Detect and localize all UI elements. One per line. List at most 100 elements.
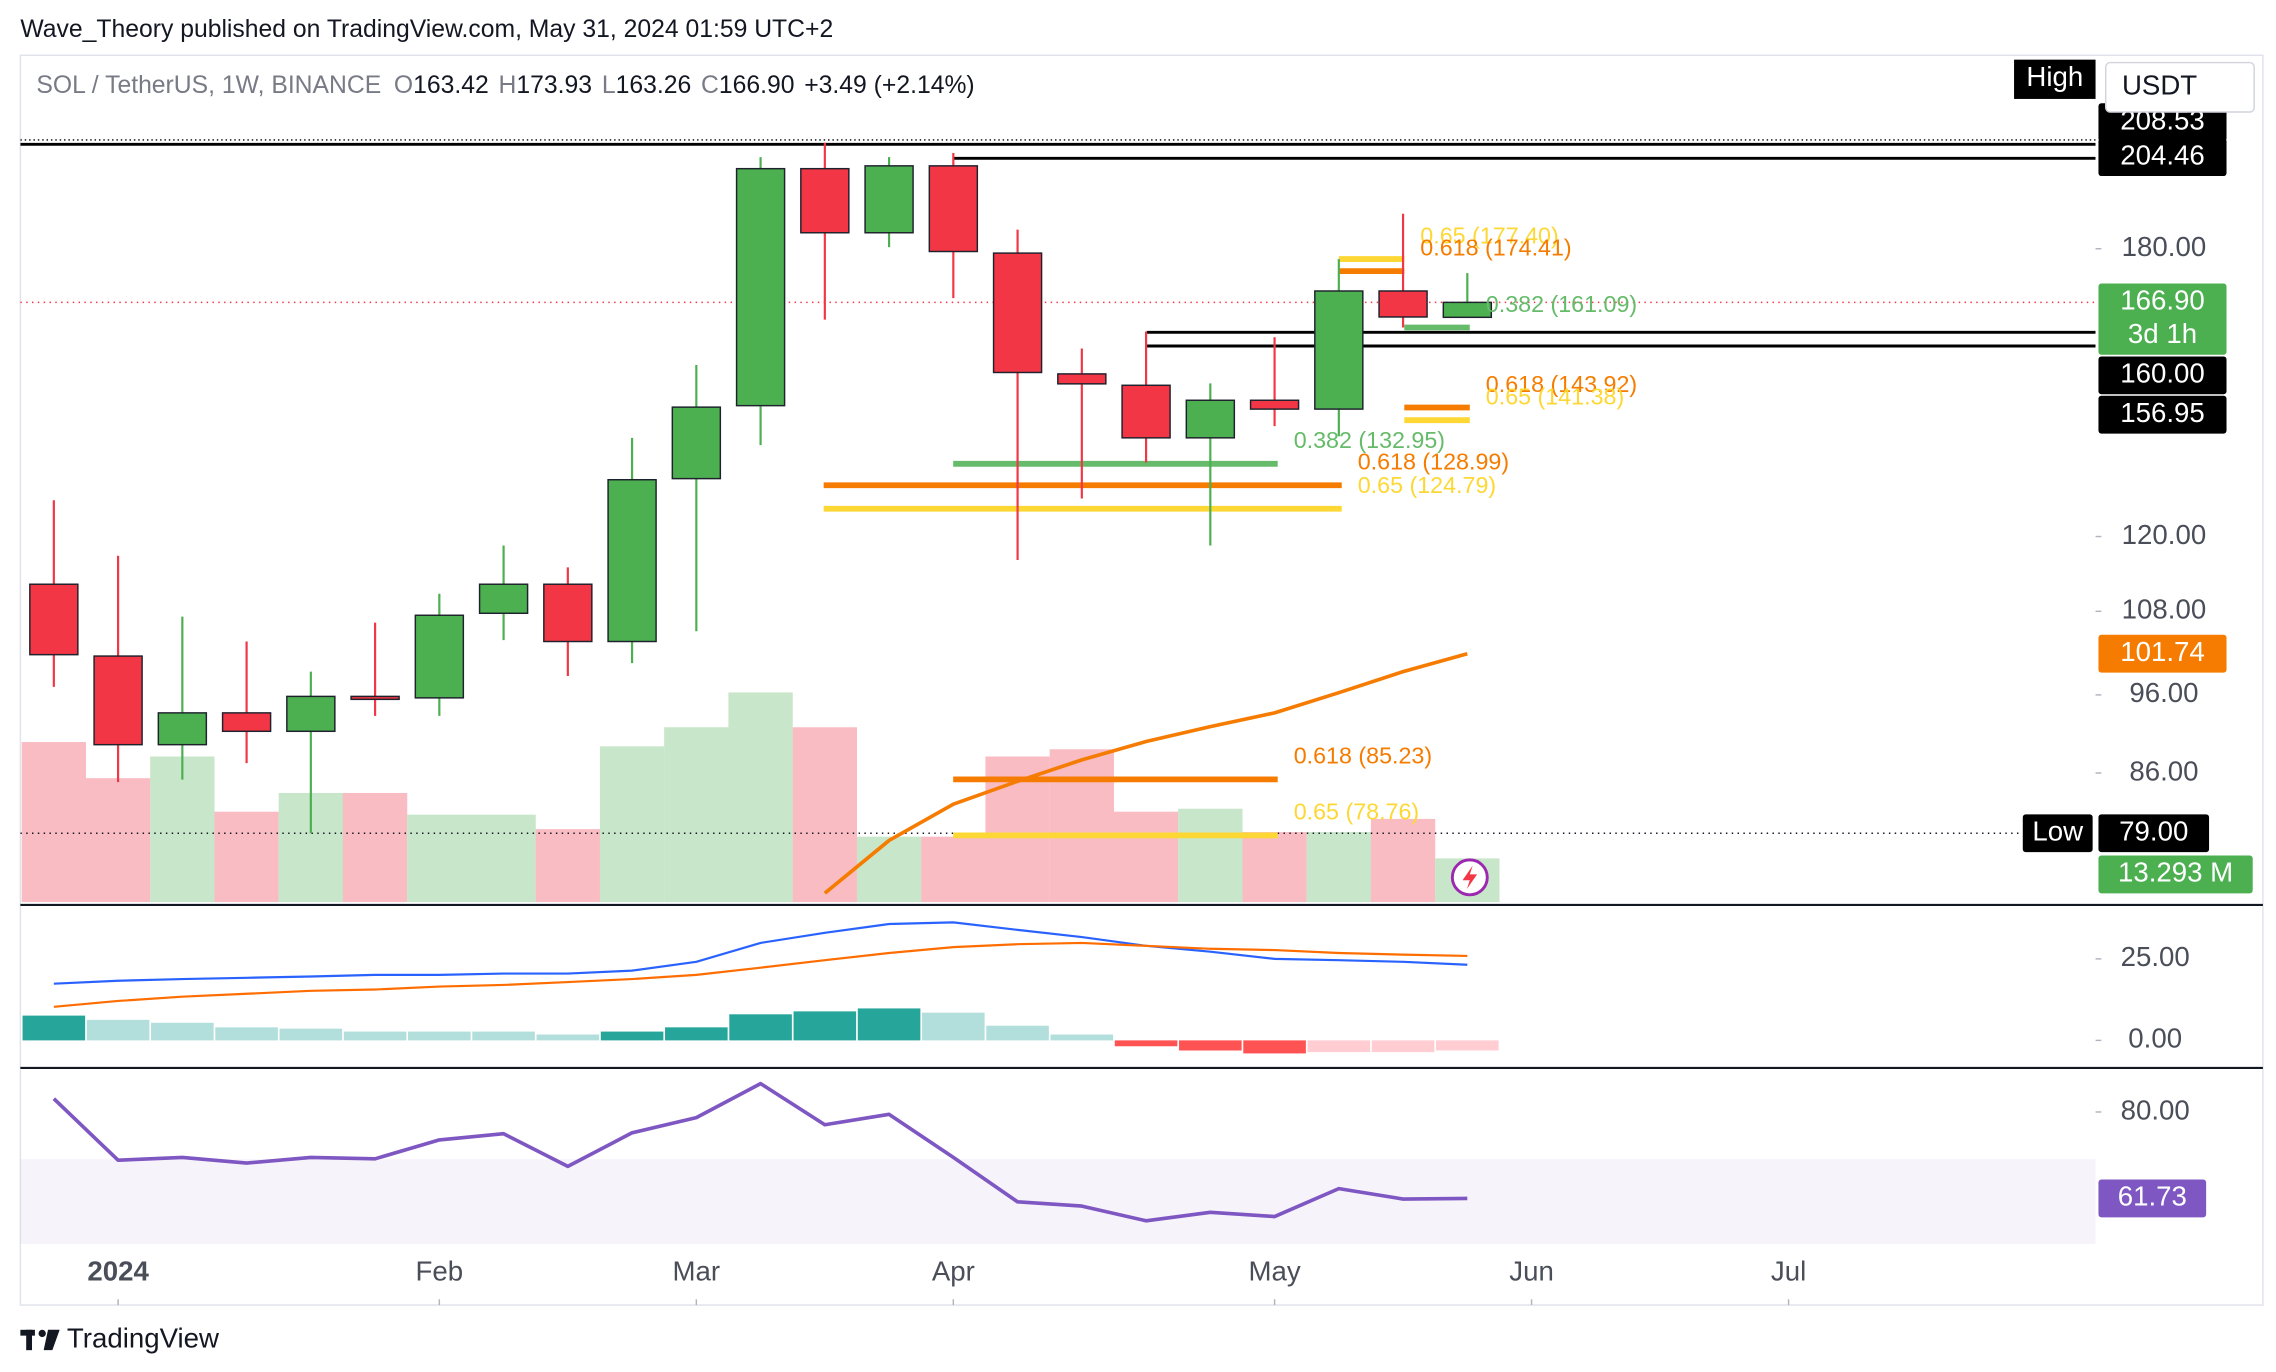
- volume-bar: [407, 814, 472, 903]
- ohlc-letter: O: [394, 71, 413, 98]
- candle-body: [414, 614, 465, 699]
- volume-bar: [728, 692, 793, 903]
- change: +3.49 (+2.14%): [804, 71, 974, 98]
- volume-bar: [664, 727, 729, 903]
- macd-histogram-bar: [343, 1031, 407, 1041]
- candle-body: [1249, 399, 1300, 410]
- brand-logo: [20, 1329, 60, 1351]
- candle-body: [735, 167, 786, 407]
- volume-bar: [85, 778, 151, 903]
- level-tag: 156.95: [2120, 397, 2205, 428]
- macd-histogram-bar: [1307, 1040, 1371, 1053]
- fib-label: 0.65 (124.79): [1358, 472, 1496, 498]
- low-caption: Low: [2032, 816, 2084, 847]
- x-tick-label: May: [1248, 1255, 1300, 1286]
- macd-histogram-bar: [986, 1025, 1049, 1041]
- countdown-tag-bg: [2098, 316, 2227, 355]
- candle-body: [221, 712, 272, 733]
- ema-line: [823, 651, 1468, 895]
- volume-bar: [856, 836, 922, 903]
- candle-body: [1378, 290, 1428, 318]
- volume-bar: [150, 756, 215, 903]
- macd-histogram-bar: [1243, 1040, 1306, 1054]
- rsi-band: [20, 1159, 2096, 1244]
- macd-line: [53, 941, 1468, 1008]
- macd-histogram-bar: [472, 1031, 535, 1041]
- x-tick-label: Apr: [932, 1255, 975, 1286]
- candle-body: [928, 165, 979, 253]
- volume-bar: [1113, 811, 1179, 903]
- volume-bar: [342, 792, 408, 903]
- volume-bar: [214, 811, 279, 903]
- macd-histogram-bar: [857, 1008, 921, 1041]
- y-tick-label: 80.00: [2121, 1094, 2190, 1125]
- currency: USDT: [2122, 70, 2197, 101]
- ohlc-open: 163.42: [413, 71, 489, 98]
- fib-label: 0.382 (132.95): [1294, 427, 1445, 453]
- macd-histogram-bar: [1371, 1040, 1435, 1053]
- macd-histogram-bar: [1179, 1040, 1242, 1051]
- candle-body: [157, 712, 208, 746]
- fib-label: 0.618 (174.41): [1420, 234, 1571, 260]
- level-tag-bg: [2098, 356, 2227, 395]
- macd-histogram-bar: [1114, 1040, 1178, 1047]
- fib-label: 0.618 (85.23): [1294, 743, 1432, 769]
- macd-histogram-bar: [86, 1019, 150, 1041]
- fib-label: 0.618 (143.92): [1486, 371, 1637, 397]
- legend: SOL / TetherUS, 1W, BINANCE O163.42 H173…: [36, 71, 974, 98]
- volume-bar: [599, 746, 665, 903]
- price-pane: [20, 139, 2096, 903]
- volume-bar: [1178, 808, 1243, 903]
- brand: TradingView: [67, 1322, 220, 1353]
- candle-body: [93, 655, 143, 746]
- rsi-line: [52, 1081, 1468, 1223]
- high-tag: High: [2026, 61, 2083, 92]
- ohlc-letter: C: [701, 71, 719, 98]
- macd-histogram-bar: [600, 1031, 664, 1041]
- y-tick-label: 86.00: [2129, 755, 2198, 786]
- fib-label: 0.65 (141.38): [1486, 383, 1624, 409]
- macd-histogram-bar: [793, 1011, 857, 1041]
- macd-histogram-bar: [151, 1022, 214, 1041]
- macd-histogram-bar: [536, 1034, 600, 1041]
- candle-body: [800, 167, 850, 234]
- macd-histogram-bar: [729, 1014, 792, 1041]
- low-caption-bg: [2022, 814, 2093, 853]
- logo-part: [26, 1329, 33, 1351]
- symbol: SOL / TetherUS, 1W, BINANCE: [36, 71, 381, 98]
- byline: Wave_Theory published on TradingView.com…: [20, 16, 833, 43]
- candle-body: [543, 583, 593, 643]
- candle-body: [1442, 301, 1493, 319]
- candle-body: [29, 583, 79, 656]
- macd-histogram-bar: [408, 1031, 471, 1041]
- level-tag: 160.00: [2120, 358, 2205, 389]
- fib-label: 0.65 (78.76): [1294, 799, 1419, 825]
- currency-button[interactable]: [2105, 61, 2255, 113]
- logo-part: [43, 1329, 60, 1351]
- y-tick-label: 25.00: [2121, 941, 2190, 972]
- rsi-tag-bg: [2098, 1179, 2207, 1218]
- last-price-tag-bg: [2098, 283, 2227, 322]
- macd-histogram-bar: [279, 1028, 343, 1041]
- chart-frame: [19, 54, 2264, 1306]
- volume-bar: [1306, 832, 1371, 903]
- ohlc-letter: L: [602, 71, 616, 98]
- macd-line: [53, 921, 1468, 985]
- ema-tag: 101.74: [2120, 636, 2205, 667]
- candle-body: [1185, 399, 1236, 439]
- last-price-tag: 166.90: [2120, 285, 2205, 316]
- ohlc-high: 173.93: [516, 71, 592, 98]
- ohlc-letter: H: [499, 71, 517, 98]
- volume-tag-bg: [2098, 855, 2253, 894]
- y-tick-label: 108.00: [2122, 594, 2207, 625]
- macd-histogram-bar: [922, 1012, 985, 1041]
- fib-label: 0.382 (161.09): [1486, 291, 1637, 317]
- x-tick-label: Feb: [416, 1255, 464, 1286]
- macd-histogram-bar: [665, 1027, 728, 1041]
- low-tag-bg: [2098, 814, 2210, 853]
- volume-bar: [535, 829, 600, 903]
- volume-bar: [792, 727, 857, 903]
- rsi-pane: [20, 1081, 2096, 1244]
- logo-part: [38, 1329, 46, 1338]
